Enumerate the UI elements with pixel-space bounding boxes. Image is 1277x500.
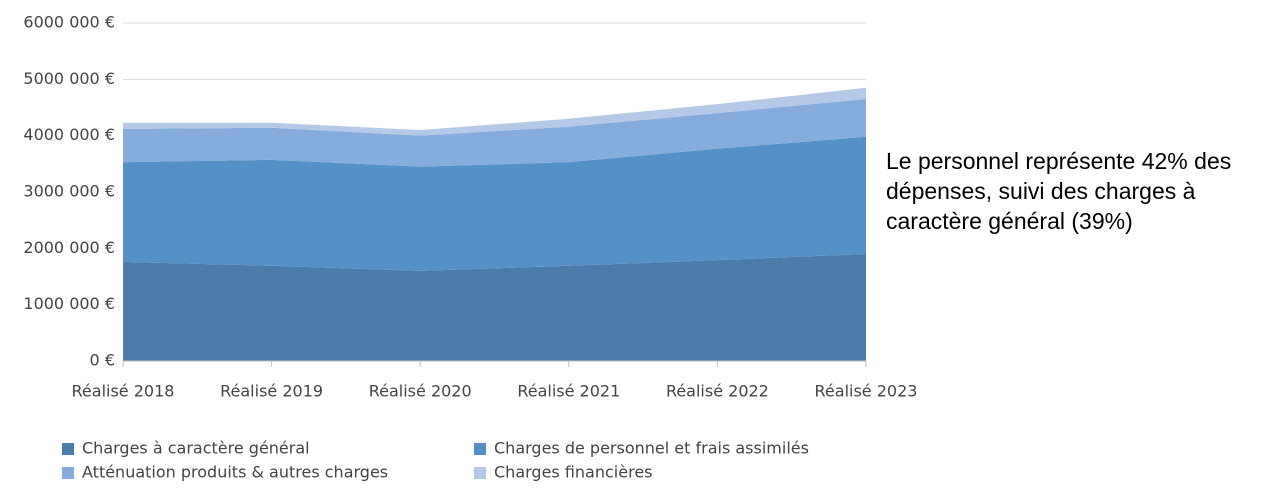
x-tick-label: Réalisé 2022 (666, 382, 769, 401)
legend-label: Charges financières (494, 463, 653, 482)
area (123, 99, 866, 167)
legend-label: Charges de personnel et frais assimilés (494, 439, 809, 458)
area (123, 136, 866, 271)
x-tick-label: Réalisé 2019 (220, 382, 323, 401)
legend-swatch (474, 467, 486, 479)
area (123, 87, 866, 136)
legend-swatch (62, 467, 74, 479)
legend-swatch (62, 443, 74, 455)
y-tick-label: 6000 000 € (23, 13, 115, 32)
area (123, 253, 866, 361)
x-tick-label: Réalisé 2023 (815, 382, 918, 401)
y-tick-label: 2000 000 € (23, 238, 115, 257)
y-tick-label: 1000 000 € (23, 294, 115, 313)
legend-label: Charges à caractère général (82, 439, 310, 458)
y-tick-label: 4000 000 € (23, 125, 115, 144)
legend-label: Atténuation produits & autres charges (82, 463, 388, 482)
x-tick-label: Réalisé 2021 (517, 382, 620, 401)
legend-swatch (474, 443, 486, 455)
x-tick-label: Réalisé 2018 (72, 382, 175, 401)
y-tick-label: 5000 000 € (23, 69, 115, 88)
annotation: Le personnel représente 42% des dépenses… (886, 148, 1232, 234)
x-tick-label: Réalisé 2020 (369, 382, 472, 401)
y-tick-label: 3000 000 € (23, 182, 115, 201)
y-tick-label: 0 € (90, 351, 115, 370)
